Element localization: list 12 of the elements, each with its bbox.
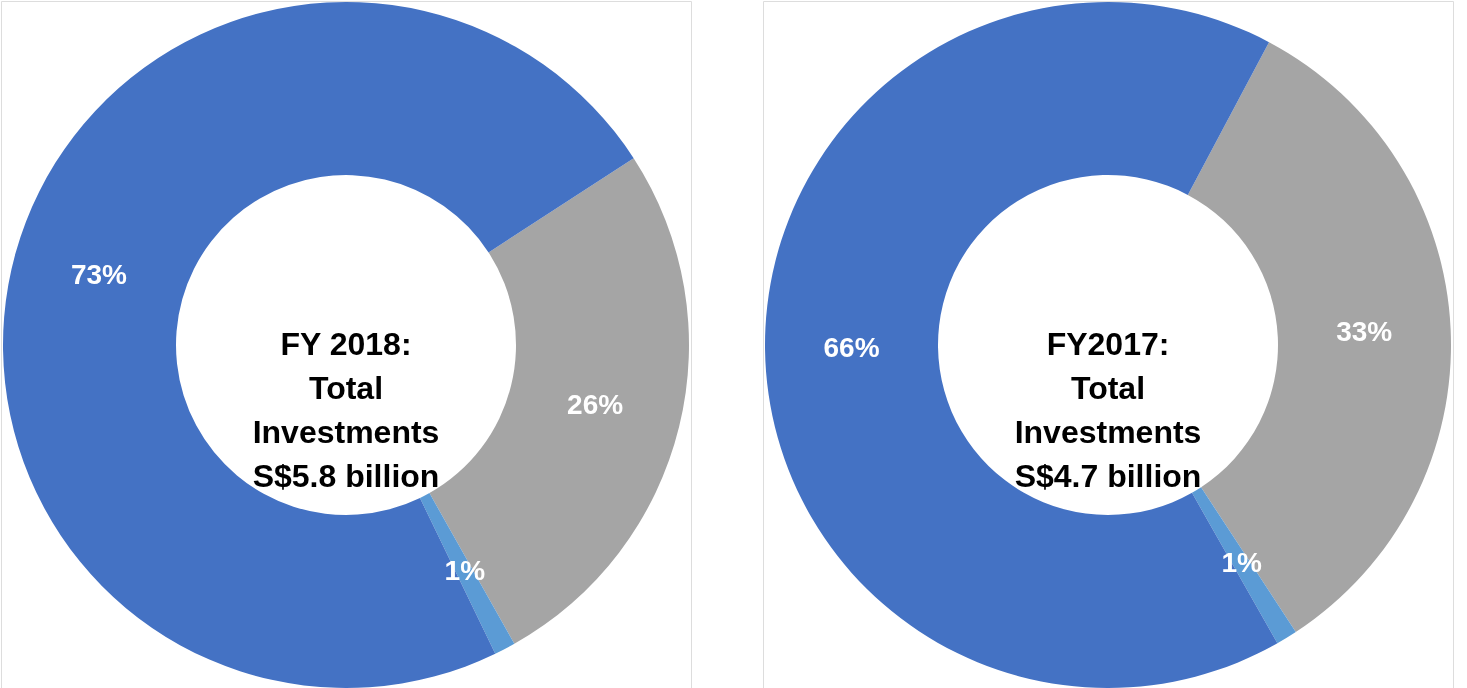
data-label: 26% (567, 389, 624, 421)
data-label: 1% (1221, 546, 1262, 578)
data-label: 73% (70, 259, 128, 291)
donut-slice (3, 2, 634, 688)
donut-slice (765, 2, 1278, 688)
data-label: 66% (823, 331, 880, 363)
data-label: 1% (444, 555, 486, 587)
donut-slice (1191, 487, 1296, 644)
text: FY 2018: Total Investments S$5.8 billion (252, 326, 440, 494)
text: FY2017: Total Investments S$4.7 billion (1014, 326, 1202, 494)
data-label: 33% (1336, 316, 1393, 348)
donut-slice (419, 493, 515, 654)
